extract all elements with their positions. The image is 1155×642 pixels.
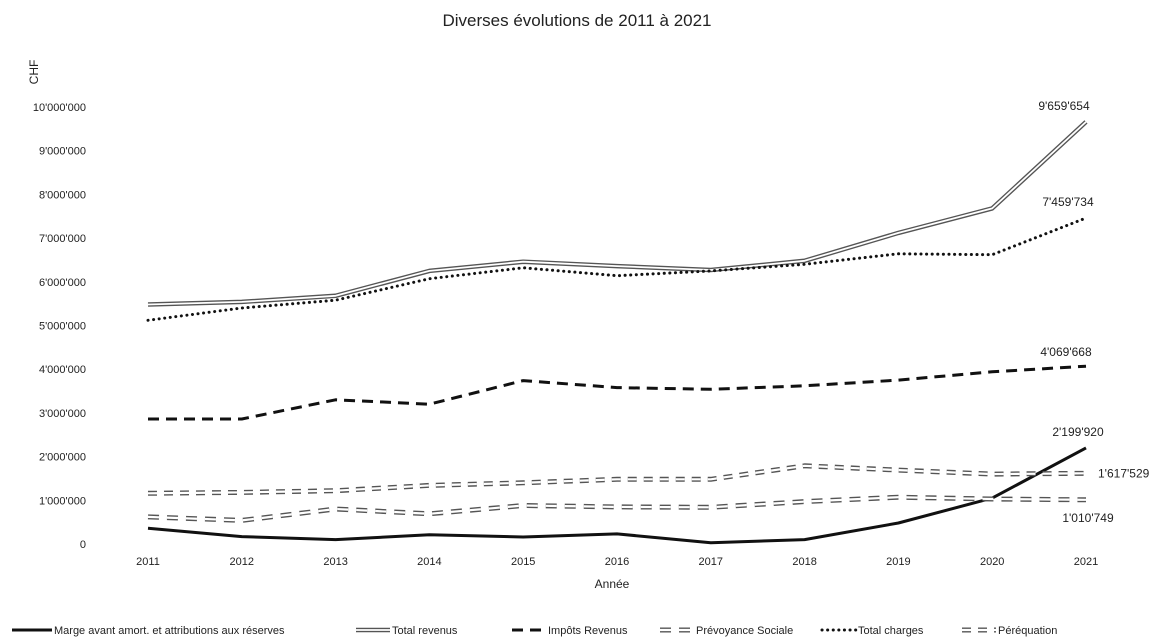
legend-label: Total charges (858, 625, 924, 637)
series-line-5 (146, 216, 1088, 322)
legend-item: Impôts Revenus (512, 625, 628, 637)
y-tick-labels: 0 1'000'000 2'000'000 3'000'000 4'000'000 5'0… (33, 102, 86, 551)
series-line-4 (147, 494, 1087, 523)
y-tick-label: 9'000'000 (39, 146, 86, 158)
legend-item: Total charges (820, 625, 924, 637)
y-tick-label: 5'000'000 (39, 321, 86, 333)
y-tick-label: 10'000'000 (33, 102, 86, 114)
x-axis-label: Année (595, 577, 630, 591)
series-line-2 (147, 120, 1088, 307)
x-tick-label: 2021 (1074, 556, 1098, 568)
x-tick-label: 2018 (792, 556, 816, 568)
x-tick-label: 2015 (511, 556, 535, 568)
legend-item: Total revenus (356, 625, 458, 637)
legend-item: Péréquation (962, 625, 1057, 637)
end-value-label: 1'010'749 (1062, 511, 1114, 525)
legend-label: Péréquation (998, 625, 1057, 637)
y-tick-label: 2'000'000 (39, 452, 86, 464)
series-lines (146, 120, 1088, 545)
y-tick-label: 6'000'000 (39, 277, 86, 289)
x-tick-label: 2017 (699, 556, 723, 568)
y-tick-label: 3'000'000 (39, 408, 86, 420)
x-tick-label: 2016 (605, 556, 629, 568)
x-tick-label: 2011 (136, 556, 160, 568)
x-tick-label: 2014 (417, 556, 441, 568)
end-value-label: 2'199'920 (1052, 425, 1104, 439)
x-tick-labels: 2011 2012 2013 2014 2015 2016 2017 2018 2019 2020… (136, 556, 1098, 568)
legend-item: Marge avant amort. et attributions aux r… (12, 625, 285, 637)
series-line-3 (148, 364, 1087, 421)
legend-label: Total revenus (392, 625, 458, 637)
end-value-label: 7'459'734 (1042, 195, 1094, 209)
series-line-6 (147, 463, 1087, 496)
series-line-1 (147, 446, 1087, 545)
y-tick-label: 7'000'000 (39, 233, 86, 245)
x-tick-label: 2012 (230, 556, 254, 568)
end-value-label: 4'069'668 (1040, 345, 1092, 359)
legend-label: Marge avant amort. et attributions aux r… (54, 625, 285, 637)
legend-label: Impôts Revenus (548, 625, 628, 637)
end-value-label: 1'617'529 (1098, 466, 1150, 480)
y-tick-label: 4'000'000 (39, 364, 86, 376)
x-tick-label: 2020 (980, 556, 1004, 568)
chart-title: Diverses évolutions de 2011 à 2021 (442, 11, 711, 30)
y-axis-label: CHF (27, 60, 41, 85)
legend-label: Prévoyance Sociale (696, 625, 793, 637)
y-tick-label: 0 (80, 539, 86, 551)
legend-item: Prévoyance Sociale (660, 625, 793, 637)
x-tick-label: 2019 (886, 556, 910, 568)
end-value-labels: 2'199'920 9'659'654 4'069'668 1'010'749 7'45… (1038, 99, 1149, 525)
legend: Marge avant amort. et attributions aux r… (12, 625, 1057, 637)
x-tick-label: 2013 (323, 556, 347, 568)
end-value-label: 9'659'654 (1038, 99, 1090, 113)
y-tick-label: 8'000'000 (39, 189, 86, 201)
y-tick-label: 1'000'000 (39, 495, 86, 507)
